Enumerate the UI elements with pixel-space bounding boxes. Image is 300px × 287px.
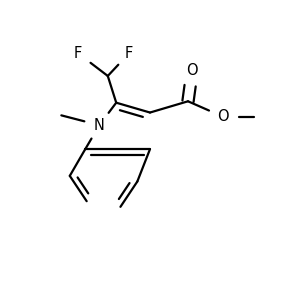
Text: N: N — [94, 118, 105, 133]
Text: O: O — [186, 63, 198, 78]
Text: F: F — [74, 46, 82, 61]
Text: O: O — [218, 109, 229, 124]
Text: F: F — [125, 46, 133, 61]
